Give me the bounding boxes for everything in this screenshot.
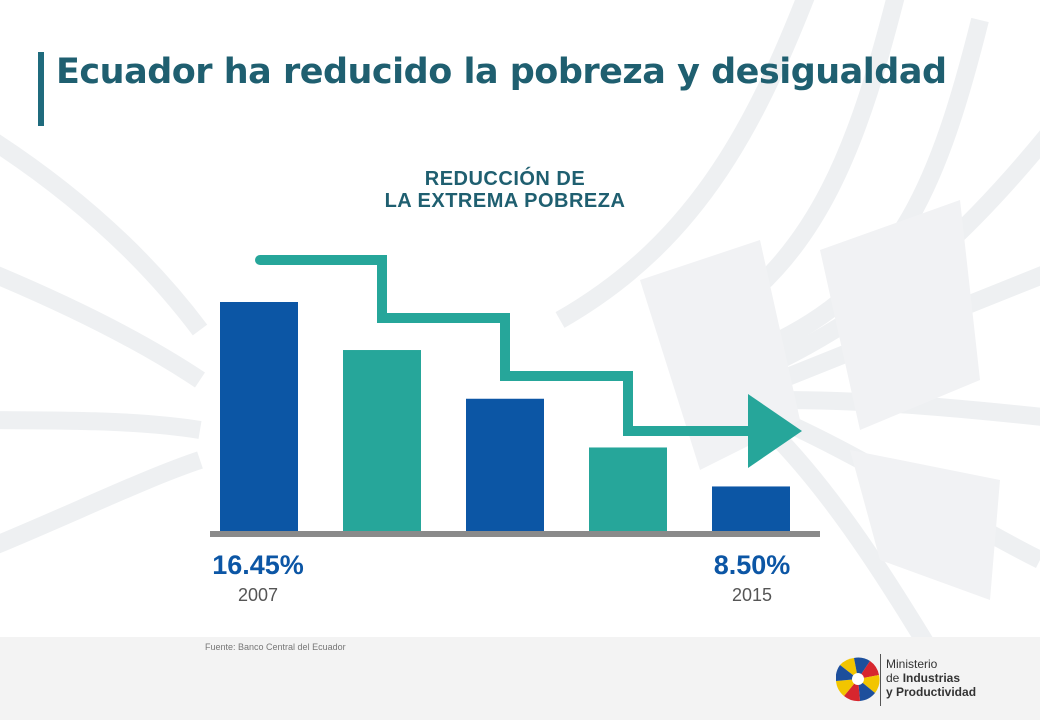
bar-2 [343,350,421,531]
logo-line-3: y Productividad [886,685,977,699]
logo-line-1: Ministerio [886,657,938,671]
chart-title-line-1: REDUCCIÓN DE [424,168,586,190]
source-note: Fuente: Banco Central del Ecuador [205,642,346,652]
logo-line-2-bold: Industrias [902,671,961,685]
ministry-emblem [836,657,880,702]
last-value-label: 8.50% [714,550,791,580]
bar-4 [589,447,667,531]
bar-5 [712,486,790,531]
logo-divider [880,654,881,706]
bar-3 [466,398,544,531]
trend-arrow [255,255,802,468]
ministry-logo: Ministerio de Industrias y Productividad [836,646,1016,712]
chart-title-line-2: LA EXTREMA POBREZA [384,190,626,212]
bar-1 [220,302,298,531]
first-year-label: 2007 [238,585,278,605]
last-year-label: 2015 [732,585,772,605]
logo-line-2-prefix: de [886,671,903,685]
trend-arrow-head [748,394,802,468]
logo-text: Ministerio de Industrias y Productividad [886,657,976,699]
bars-group [220,302,790,531]
title-accent-bar [38,52,44,126]
logo-line-2: de Industrias [886,671,976,685]
chart-title: REDUCCIÓN DE LA EXTREMA POBREZA [300,168,710,212]
trend-arrow-line [255,255,765,436]
chart-baseline [210,531,820,537]
page-title: Ecuador ha reducido la pobreza y desigua… [56,52,947,92]
first-value-label: 16.45% [212,550,304,580]
